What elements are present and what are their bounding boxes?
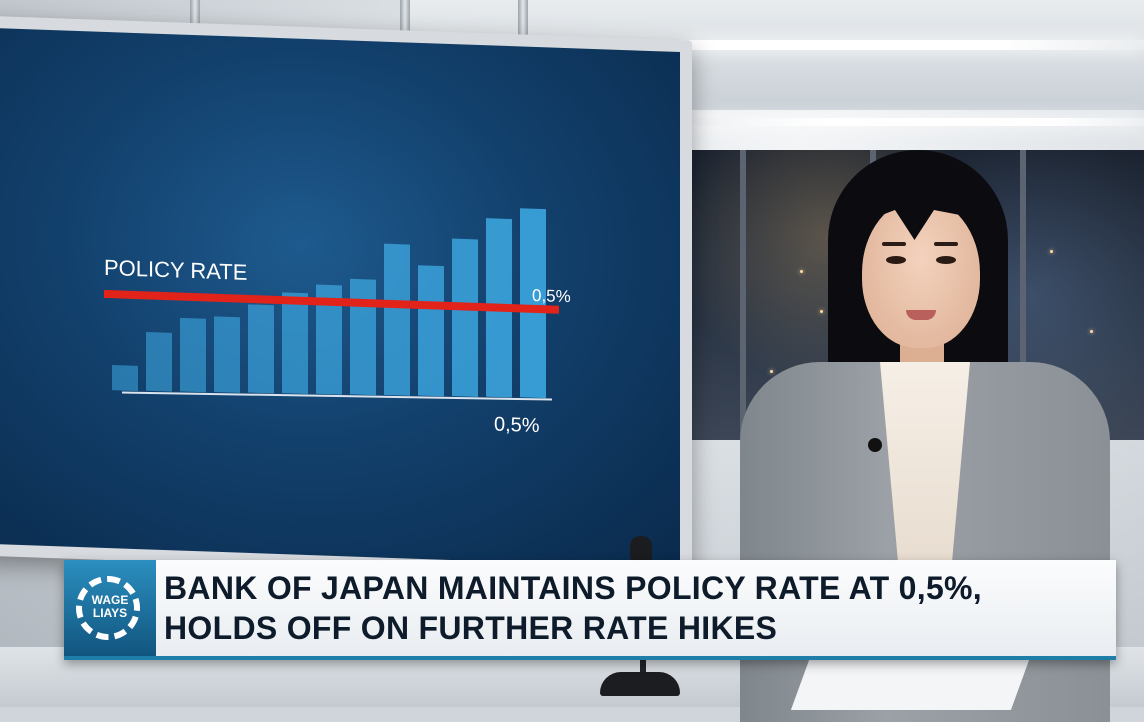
desk-papers [790,660,1030,710]
chart-bar [452,238,478,397]
headline-line-1: BANK OF JAPAN MAINTAINS POLICY RATE AT 0… [164,570,982,606]
eyebrow [934,242,958,246]
city-light [770,370,773,373]
bar-group [112,208,546,399]
chart-bar [180,317,206,393]
chart-baseline [121,391,553,401]
channel-logo: WAGE LIAYS [64,560,156,656]
ceiling-light [690,118,1144,126]
window-mullion [1020,150,1026,440]
logo-text-line-2: LIAYS [92,606,128,620]
lapel-mic [868,438,882,452]
policy-rate-graphic: POLICY RATE 0,5% 0,5% [104,208,571,438]
chart-bar [112,364,138,392]
logo-text: WAGE LIAYS [78,594,142,620]
studio-monitor: POLICY RATE 0,5% 0,5% [0,15,692,581]
window-mullion [740,150,746,440]
policy-rate-label: POLICY RATE [104,255,247,285]
axis-value-label: 0,5% [494,414,540,438]
chart-bar [384,243,410,396]
eyebrow [882,242,906,246]
rate-line-value-label: 0,5% [532,286,571,306]
mouth [906,310,936,320]
eye [886,256,906,264]
logo-text-line-1: WAGE [91,593,129,607]
chart-bar [520,208,546,399]
chart-bar [146,331,172,392]
chart-bar [350,278,376,396]
headline-line-2: HOLDS OFF ON FURTHER RATE HIKES [164,610,778,646]
desk-mic-icon [630,536,652,566]
city-light [1050,250,1053,253]
ceiling-light [420,40,1144,50]
chart-bar [214,316,240,393]
lower-third-banner: WAGE LIAYS BANK OF JAPAN MAINTAINS POLIC… [64,560,1116,660]
city-light [1090,330,1093,333]
chart-bar [418,265,444,397]
chart-bar [316,284,342,395]
city-light [800,270,803,273]
chart-bar [248,304,274,394]
headline: BANK OF JAPAN MAINTAINS POLICY RATE AT 0… [164,568,1100,648]
eye [936,256,956,264]
monitor-screen: POLICY RATE 0,5% 0,5% [0,27,680,569]
desk-mic-base [600,672,680,696]
gear-icon [76,576,140,640]
city-light [820,310,823,313]
chart-bar [282,292,308,395]
policy-rate-line [104,289,559,314]
